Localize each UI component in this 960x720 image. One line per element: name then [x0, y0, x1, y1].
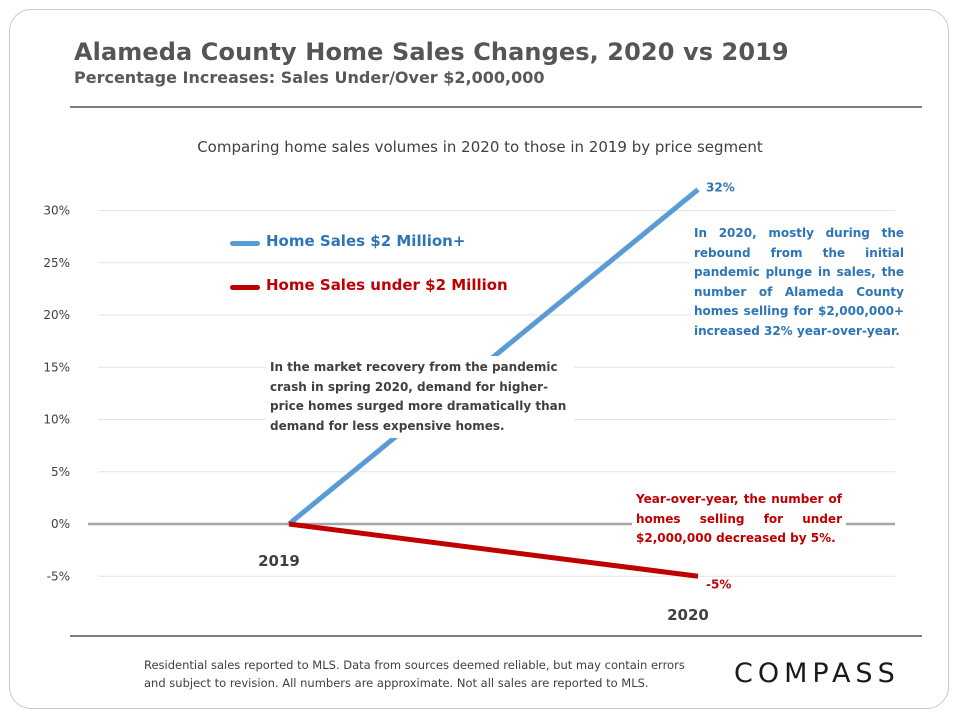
y-tick-label: 10%: [43, 413, 70, 427]
series-line: [288, 521, 699, 579]
y-tick-label: 15%: [43, 360, 70, 374]
x-tick-label: 2020: [667, 606, 709, 624]
legend-swatch-2m-plus: [230, 241, 260, 246]
page-title: Alameda County Home Sales Changes, 2020 …: [74, 38, 789, 66]
y-tick-label: 0%: [51, 517, 70, 531]
annotation-2m-plus-increase: In 2020, mostly during the rebound from …: [690, 222, 908, 343]
top-divider: [70, 106, 922, 108]
annotation-market-recovery: In the market recovery from the pandemic…: [266, 356, 574, 438]
y-tick-label: 25%: [43, 256, 70, 270]
annotation-under-2m-decrease: Year-over-year, the number of homes sell…: [632, 488, 846, 551]
x-tick-label: 2019: [258, 552, 300, 570]
compass-logo: COMPASS: [734, 658, 900, 689]
data-label: 32%: [706, 181, 735, 195]
slide: Alameda County Home Sales Changes, 2020 …: [9, 9, 949, 709]
legend-swatch-under-2m: [230, 285, 260, 290]
bottom-divider: [70, 635, 922, 637]
footnote-line-2: and subject to revision. All numbers are…: [144, 676, 649, 690]
page-subtitle: Percentage Increases: Sales Under/Over $…: [74, 68, 545, 87]
y-tick-label: 5%: [51, 465, 70, 479]
chart-title: Comparing home sales volumes in 2020 to …: [197, 138, 763, 156]
line-chart: -5% 0% 5% 10% 15% 20% 25% 30% 2019 2020 32% -5%: [43, 181, 895, 624]
footnote-line-1: Residential sales reported to MLS. Data …: [144, 658, 685, 672]
y-tick-label: 20%: [43, 308, 70, 322]
footnote: Residential sales reported to MLS. Data …: [144, 656, 685, 692]
legend-label-2m-plus: Home Sales $2 Million+: [266, 232, 466, 250]
legend-label-under-2m: Home Sales under $2 Million: [266, 276, 508, 294]
y-tick-label: 30%: [43, 204, 70, 218]
y-tick-label: -5%: [47, 569, 70, 583]
data-label: -5%: [706, 577, 731, 591]
